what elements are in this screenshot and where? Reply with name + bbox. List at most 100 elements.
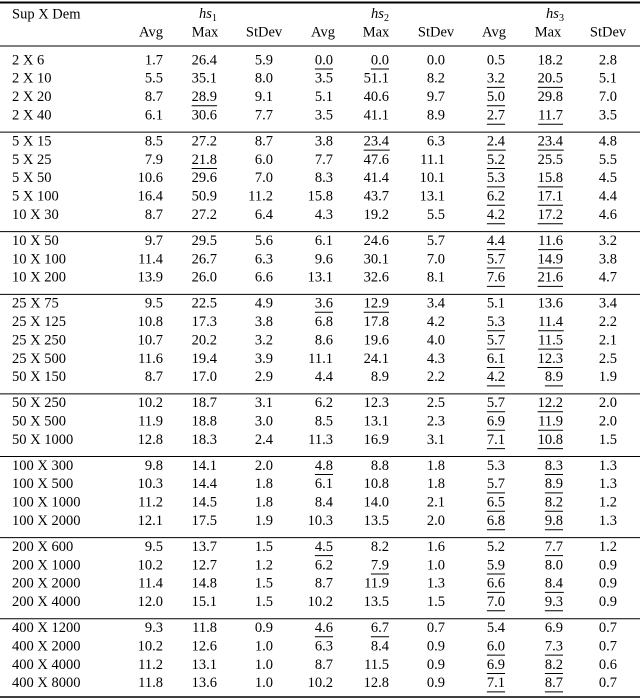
cell: 0.7 — [599, 620, 617, 636]
cell: 0.7 — [599, 675, 617, 691]
cell: 4.4 — [599, 189, 618, 205]
row-label: 50 X 500 — [12, 414, 66, 430]
cell: 9.3 — [545, 594, 563, 610]
cell: 13.1 — [192, 657, 217, 673]
cell: 9.5 — [145, 296, 163, 312]
cell: 2.4 — [255, 432, 274, 448]
cell: 17.8 — [364, 314, 389, 330]
cell: 40.6 — [364, 89, 389, 105]
cell: 14.1 — [192, 458, 217, 474]
column-header: Max — [192, 24, 219, 40]
cell: 2.0 — [599, 395, 617, 411]
cell: 10.8 — [138, 314, 163, 330]
cell: 4.5 — [315, 539, 333, 555]
cell: 16.9 — [364, 432, 389, 448]
cell: 20.2 — [192, 332, 217, 348]
cell: 10.2 — [308, 675, 333, 691]
cell: 0.9 — [427, 638, 445, 654]
cell: 6.6 — [255, 270, 273, 286]
cell: 2.7 — [487, 108, 505, 124]
cell: 0.9 — [427, 675, 445, 691]
cell: 11.3 — [308, 432, 333, 448]
cell: 3.6 — [315, 296, 333, 312]
cell: 29.6 — [192, 170, 217, 186]
cell: 17.3 — [192, 314, 217, 330]
cell: 1.5 — [255, 539, 273, 555]
cell: 6.9 — [487, 414, 505, 430]
cell: 13.5 — [364, 513, 389, 529]
cell: 9.8 — [145, 458, 163, 474]
cell: 7.0 — [599, 89, 617, 105]
row-label: 100 X 1000 — [12, 495, 80, 511]
cell: 6.7 — [371, 620, 389, 636]
cell: 8.9 — [545, 476, 563, 492]
cell: 0.9 — [599, 594, 617, 610]
heuristic-name: hs — [546, 6, 559, 22]
cell: 10.3 — [308, 513, 333, 529]
cell: 16.4 — [138, 189, 164, 205]
row-label: 2 X 6 — [12, 52, 44, 68]
corner-header: Sup X Dem — [12, 6, 81, 22]
cell: 6.9 — [487, 657, 505, 673]
cell: 1.9 — [599, 369, 617, 385]
cell: 0.9 — [599, 557, 617, 573]
cell: 5.3 — [487, 458, 505, 474]
cell: 8.2 — [371, 539, 389, 555]
cell: 7.6 — [487, 270, 505, 286]
cell: 22.5 — [192, 296, 217, 312]
cell: 12.9 — [364, 296, 389, 312]
cell: 3.2 — [255, 332, 273, 348]
cell: 8.2 — [545, 495, 563, 511]
cell: 7.9 — [371, 557, 389, 573]
cell: 11.4 — [538, 314, 564, 330]
cell: 5.0 — [487, 89, 505, 105]
cell: 3.9 — [255, 351, 273, 367]
cell: 11.5 — [538, 332, 563, 348]
cell: 0.0 — [315, 52, 333, 68]
cell: 18.3 — [192, 432, 217, 448]
cell: 11.2 — [138, 495, 163, 511]
cell: 9.8 — [545, 513, 563, 529]
cell: 4.4 — [487, 233, 506, 249]
cell: 11.2 — [138, 657, 163, 673]
row-label: 25 X 75 — [12, 296, 59, 312]
cell: 25.5 — [538, 152, 563, 168]
cell: 17.2 — [538, 207, 563, 223]
cell: 10.2 — [138, 395, 163, 411]
column-header: StDev — [418, 24, 455, 40]
cell: 10.8 — [538, 432, 563, 448]
cell: 50.9 — [192, 189, 217, 205]
cell: 7.3 — [545, 638, 563, 654]
cell: 1.8 — [255, 495, 273, 511]
cell: 5.5 — [145, 71, 163, 87]
cell: 3.8 — [599, 251, 617, 267]
cell: 13.9 — [138, 270, 163, 286]
cell: 5.1 — [599, 71, 617, 87]
cell: 15.8 — [308, 189, 333, 205]
cell: 12.6 — [192, 638, 217, 654]
cell: 3.1 — [255, 395, 273, 411]
cell: 3.8 — [255, 314, 273, 330]
cell: 13.7 — [192, 539, 217, 555]
cell: 1.3 — [599, 458, 617, 474]
cell: 35.1 — [192, 71, 217, 87]
cell: 9.7 — [145, 233, 163, 249]
cell: 5.7 — [487, 251, 505, 267]
cell: 9.5 — [145, 539, 163, 555]
heuristic-sub: 1 — [212, 13, 217, 24]
cell: 9.1 — [255, 89, 273, 105]
cell: 5.4 — [487, 620, 506, 636]
row-label: 50 X 1000 — [12, 432, 73, 448]
row-label: 5 X 25 — [12, 152, 51, 168]
column-header: Avg — [311, 24, 335, 40]
cell: 7.7 — [545, 539, 563, 555]
cell: 2.9 — [255, 369, 273, 385]
cell: 8.0 — [255, 71, 273, 87]
row-label: 10 X 30 — [12, 207, 59, 223]
cell: 2.1 — [599, 332, 617, 348]
cell: 11.9 — [138, 414, 163, 430]
cell: 9.7 — [427, 89, 445, 105]
cell: 11.8 — [192, 620, 217, 636]
cell: 1.3 — [427, 576, 445, 592]
